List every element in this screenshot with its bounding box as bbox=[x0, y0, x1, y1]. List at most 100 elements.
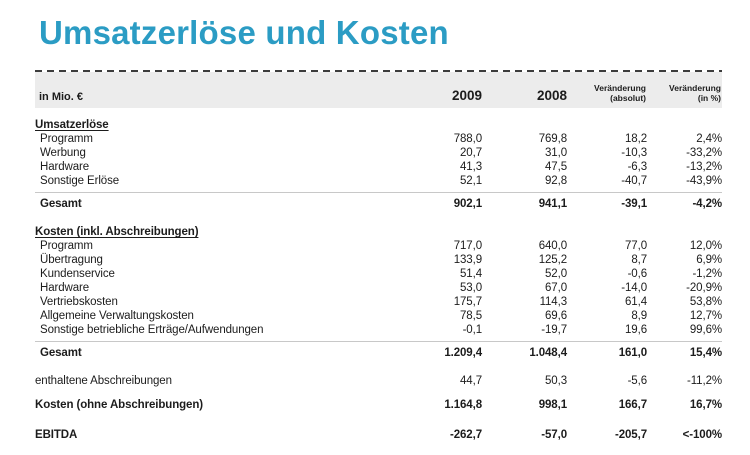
value-change-percent: -11,2% bbox=[687, 375, 722, 387]
value-2009: 1.209,4 bbox=[444, 347, 482, 359]
value-2009: 41,3 bbox=[460, 161, 482, 173]
value-change-absolut: 166,7 bbox=[618, 399, 647, 411]
value-change-absolut: 18,2 bbox=[625, 133, 647, 145]
col-header-change-absolute-line1: Veränderung bbox=[594, 82, 646, 93]
row-label: enthaltene Abschreibungen bbox=[35, 375, 172, 387]
value-change-percent: -43,9% bbox=[686, 175, 722, 187]
value-2008: 69,6 bbox=[545, 310, 567, 322]
row-label: Vertriebskosten bbox=[40, 296, 118, 308]
table-row: Programm 788,0 769,8 18,2 2,4% bbox=[35, 132, 722, 146]
value-2008: -19,7 bbox=[541, 324, 567, 336]
value-change-absolut: 8,7 bbox=[631, 254, 647, 266]
row-label: Kundenservice bbox=[40, 268, 115, 280]
value-change-percent: -13,2% bbox=[686, 161, 722, 173]
row-label: Gesamt bbox=[40, 347, 82, 359]
table-row: Übertragung 133,9 125,2 8,7 6,9% bbox=[35, 253, 722, 267]
value-2008: 31,0 bbox=[545, 147, 567, 159]
table-row: Allgemeine Verwaltungskosten 78,5 69,6 8… bbox=[35, 309, 722, 323]
col-header-change-percent: Veränderung (in %) bbox=[647, 83, 722, 103]
financial-table: in Mio. € 2009 2008 Veränderung (absolut… bbox=[35, 70, 722, 442]
table-row: Sonstige Erlöse 52,1 92,8 -40,7 -43,9% bbox=[35, 174, 722, 188]
table-row: Kosten (ohne Abschreibungen) 1.164,8 998… bbox=[35, 398, 722, 412]
table-header-row: in Mio. € 2009 2008 Veränderung (absolut… bbox=[35, 72, 722, 108]
col-header-change-percent-line1: Veränderung bbox=[669, 82, 721, 93]
value-2008: 47,5 bbox=[545, 161, 567, 173]
value-2009: 717,0 bbox=[453, 240, 482, 252]
value-2009: 1.164,8 bbox=[444, 399, 482, 411]
row-label: Kosten (ohne Abschreibungen) bbox=[35, 399, 203, 411]
value-2009: 52,1 bbox=[460, 175, 482, 187]
table-row: enthaltene Abschreibungen 44,7 50,3 -5,6… bbox=[35, 374, 722, 388]
value-change-absolut: -39,1 bbox=[621, 198, 647, 210]
col-header-change-absolute: Veränderung (absolut) bbox=[567, 83, 647, 103]
value-change-absolut: -40,7 bbox=[621, 175, 647, 187]
value-change-absolut: 161,0 bbox=[618, 347, 647, 359]
table-row: Programm 717,0 640,0 77,0 12,0% bbox=[35, 239, 722, 253]
row-label: Gesamt bbox=[40, 198, 82, 210]
value-change-percent: -4,2% bbox=[692, 198, 722, 210]
value-2009: 44,7 bbox=[460, 375, 482, 387]
table-row: Hardware 41,3 47,5 -6,3 -13,2% bbox=[35, 160, 722, 174]
value-2009: 133,9 bbox=[453, 254, 482, 266]
value-2008: 640,0 bbox=[538, 240, 567, 252]
value-2009 bbox=[400, 118, 482, 132]
value-2009: 175,7 bbox=[453, 296, 482, 308]
value-2008: -57,0 bbox=[541, 429, 567, 441]
value-change-percent: 12,7% bbox=[689, 310, 722, 322]
row-label: Allgemeine Verwaltungskosten bbox=[40, 310, 194, 322]
value-2009: 78,5 bbox=[460, 310, 482, 322]
row-label: Hardware bbox=[40, 161, 90, 173]
value-change-absolut: -0,6 bbox=[627, 268, 648, 280]
value-2008: 1.048,4 bbox=[529, 347, 567, 359]
table-row: Kosten (inkl. Abschreibungen) bbox=[35, 225, 722, 239]
row-label: Sonstige betriebliche Erträge/Aufwendung… bbox=[40, 324, 264, 336]
table-row: EBITDA -262,7 -57,0 -205,7 <-100% bbox=[35, 428, 722, 442]
value-change-absolut: 19,6 bbox=[625, 324, 647, 336]
value-2008 bbox=[482, 118, 567, 132]
value-2009: 53,0 bbox=[460, 282, 482, 294]
table-top-dashed-rule bbox=[35, 70, 722, 72]
value-change-percent bbox=[647, 118, 722, 132]
value-2008: 114,3 bbox=[539, 296, 568, 308]
value-2008: 769,8 bbox=[538, 133, 567, 145]
col-header-2008: 2008 bbox=[536, 88, 567, 103]
col-header-2009: 2009 bbox=[451, 88, 482, 103]
page-title: Umsatzerlöse und Kosten bbox=[39, 14, 449, 51]
table-row: Gesamt 902,1 941,1 -39,1 -4,2% bbox=[35, 192, 722, 215]
table-body: Umsatzerlöse Programm 788,0 769,8 18,2 2… bbox=[35, 118, 722, 442]
value-2008: 50,3 bbox=[545, 375, 567, 387]
value-change-percent: 99,6% bbox=[689, 324, 722, 336]
value-change-absolut: -205,7 bbox=[614, 429, 647, 441]
value-change-percent: <-100% bbox=[682, 429, 722, 441]
row-label: Werbung bbox=[40, 147, 86, 159]
value-change-absolut bbox=[567, 225, 647, 239]
value-change-percent: 53,8% bbox=[689, 296, 722, 308]
value-2008 bbox=[482, 225, 567, 239]
value-2009 bbox=[400, 225, 482, 239]
value-2008: 941,1 bbox=[538, 198, 567, 210]
table-row: Werbung 20,7 31,0 -10,3 -33,2% bbox=[35, 146, 722, 160]
value-2008: 67,0 bbox=[545, 282, 567, 294]
col-header-change-absolute-line2: (absolut) bbox=[610, 92, 646, 103]
value-2009: 902,1 bbox=[453, 198, 482, 210]
col-header-change-percent-line2: (in %) bbox=[697, 92, 721, 103]
value-2008: 125,2 bbox=[538, 254, 567, 266]
value-change-absolut bbox=[567, 118, 647, 132]
value-change-percent: -20,9% bbox=[686, 282, 722, 294]
table-row: Sonstige betriebliche Erträge/Aufwendung… bbox=[35, 323, 722, 337]
value-2009: 51,4 bbox=[460, 268, 482, 280]
value-change-absolut: 61,4 bbox=[625, 296, 647, 308]
row-label: Übertragung bbox=[40, 254, 103, 266]
value-2009: 20,7 bbox=[460, 147, 482, 159]
value-2008: 52,0 bbox=[545, 268, 567, 280]
table-row: Gesamt 1.209,4 1.048,4 161,0 15,4% bbox=[35, 341, 722, 364]
row-label: EBITDA bbox=[35, 429, 78, 441]
table-row: Kundenservice 51,4 52,0 -0,6 -1,2% bbox=[35, 267, 722, 281]
value-2009: -262,7 bbox=[449, 429, 482, 441]
table-row: Vertriebskosten 175,7 114,3 61,4 53,8% bbox=[35, 295, 722, 309]
row-label: Sonstige Erlöse bbox=[40, 175, 120, 187]
value-2009: 788,0 bbox=[453, 133, 482, 145]
value-2008: 92,8 bbox=[545, 175, 567, 187]
value-change-percent: 12,0% bbox=[689, 240, 722, 252]
value-change-percent: -1,2% bbox=[692, 268, 722, 280]
